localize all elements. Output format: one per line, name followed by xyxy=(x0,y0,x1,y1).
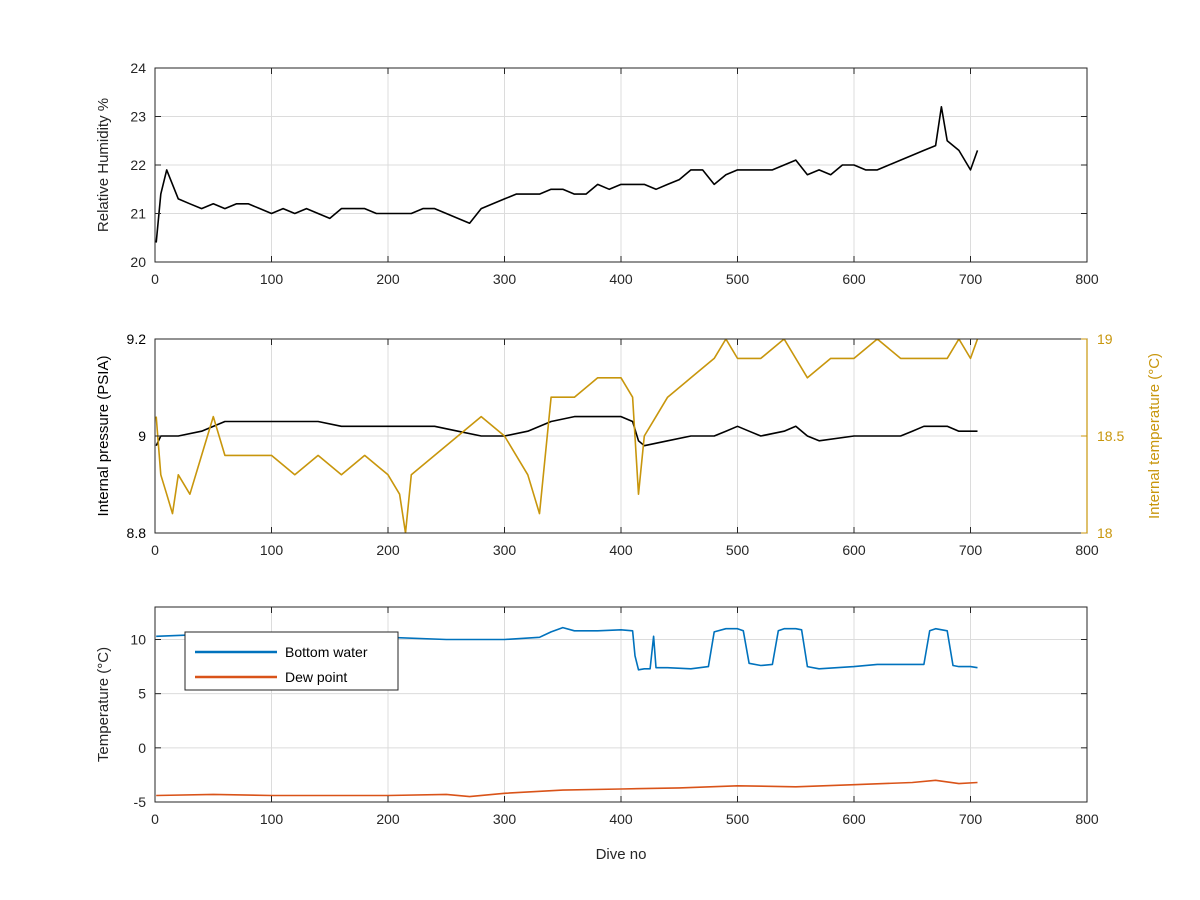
series-line-dew-point xyxy=(156,779,978,798)
x-tick-label: 0 xyxy=(151,271,159,287)
y-tick-label: 20 xyxy=(130,254,146,270)
x-tick-label: 400 xyxy=(609,271,633,287)
x-tick-label: 300 xyxy=(493,542,517,558)
series-line-bottom-water xyxy=(156,626,978,671)
x-tick-label: 700 xyxy=(959,271,983,287)
chart-panel-1: 0 100 200 300 400 500 600 700 800 20 21 22 23 24 Relat… xyxy=(95,60,1099,287)
x-tick-label: 700 xyxy=(959,811,983,827)
x-tick-label: 500 xyxy=(726,811,750,827)
x-tick-label: 200 xyxy=(376,811,400,827)
x-tick-label: 800 xyxy=(1075,542,1099,558)
x-tick-label: 300 xyxy=(493,271,517,287)
y-right-axis-label: Internal temperature (°C) xyxy=(1146,353,1163,519)
x-tick-label: 800 xyxy=(1075,811,1099,827)
y-tick-label: 10 xyxy=(130,632,146,648)
legend-label: Dew point xyxy=(285,669,347,685)
x-tick-label: 0 xyxy=(151,542,159,558)
x-tick-label: 100 xyxy=(260,811,284,827)
y-right-tick-label: 18.5 xyxy=(1097,428,1124,444)
y-tick-label: 22 xyxy=(130,157,146,173)
series-line-main-0 xyxy=(155,106,979,243)
y-tick-label: 24 xyxy=(130,60,146,76)
x-tick-label: 600 xyxy=(842,271,866,287)
y-tick-label: -5 xyxy=(134,794,147,810)
y-axis-label: Relative Humidity % xyxy=(95,98,112,232)
x-tick-label: 200 xyxy=(376,271,400,287)
y-tick-label: 8.8 xyxy=(127,525,147,541)
y-tick-label: 5 xyxy=(138,686,146,702)
x-tick-label: 700 xyxy=(959,542,983,558)
x-tick-label: 0 xyxy=(151,811,159,827)
y-right-tick-label: 19 xyxy=(1097,331,1113,347)
x-tick-label: 100 xyxy=(260,542,284,558)
y-axis-label: Internal pressure (PSIA) xyxy=(95,356,112,517)
x-tick-label: 600 xyxy=(842,542,866,558)
y-axis-label: Temperature (°C) xyxy=(95,647,112,762)
y-tick-label: 0 xyxy=(138,740,146,756)
x-tick-label: 200 xyxy=(376,542,400,558)
legend-box xyxy=(184,631,399,691)
x-tick-label: 500 xyxy=(726,542,750,558)
x-tick-label: 500 xyxy=(726,271,750,287)
y-right-tick-label: 18 xyxy=(1097,525,1113,541)
series-line-left-0 xyxy=(155,415,978,447)
x-tick-label: 300 xyxy=(493,811,517,827)
x-tick-label: 400 xyxy=(609,811,633,827)
y-tick-label: 21 xyxy=(130,206,146,222)
x-axis-label: Dive no xyxy=(596,846,647,863)
y-tick-label: 23 xyxy=(130,109,146,125)
x-tick-label: 800 xyxy=(1075,271,1099,287)
legend-label: Bottom water xyxy=(285,644,368,660)
x-tick-label: 400 xyxy=(609,542,633,558)
y-tick-label: 9 xyxy=(138,428,146,444)
chart-panel-2: 0 100 200 300 400 500 600 700 800 8.8 9 9.2 18 18.5 19… xyxy=(95,331,1163,558)
chart-panel-3: 0 100 200 300 400 500 600 700 800-50510Temperatu… xyxy=(95,606,1099,863)
x-tick-label: 100 xyxy=(260,271,284,287)
x-tick-label: 600 xyxy=(842,811,866,827)
y-tick-label: 9.2 xyxy=(127,331,147,347)
series-line-right-1 xyxy=(155,339,979,533)
